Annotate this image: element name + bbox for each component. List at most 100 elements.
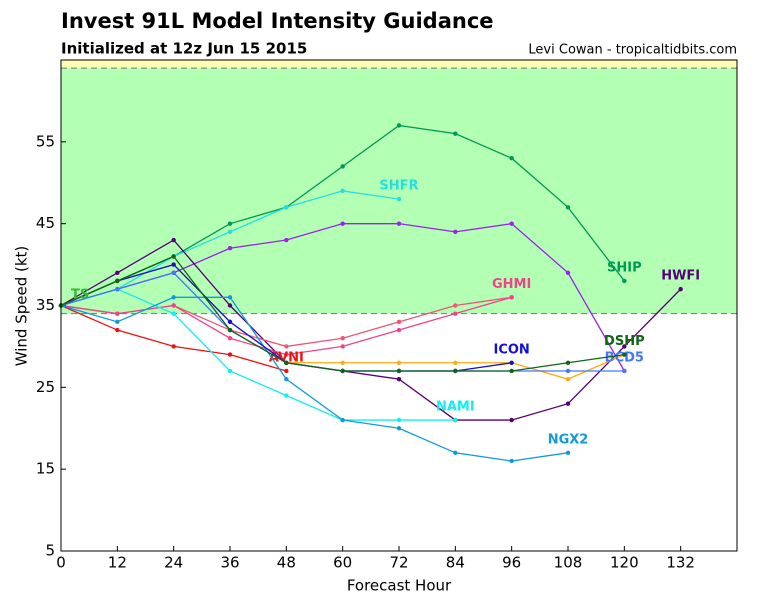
data-point [622,352,627,357]
series-label: NAMI [436,400,475,415]
chart-title: Invest 91L Model Intensity Guidance [61,9,494,33]
data-point [340,221,345,226]
data-point [340,368,345,374]
data-point [622,278,627,284]
shaded-band [61,60,737,69]
data-point [115,327,120,333]
y-tick-label: 25 [36,378,55,396]
data-point [340,188,345,194]
data-point [622,368,627,374]
y-axis-label: Wind Speed (kt) [13,246,31,367]
data-point [565,360,571,365]
data-point [227,352,233,357]
data-point [227,221,233,226]
data-point [453,229,458,235]
data-point [115,319,120,325]
data-point [284,352,289,357]
data-point [284,237,289,243]
data-point [171,311,176,316]
data-point [453,450,458,455]
data-point [396,327,402,333]
series-label: BCD5 [605,350,644,365]
series-label: GHMI [492,277,531,292]
data-point [284,360,289,365]
y-tick-label: 45 [36,214,55,232]
data-point [509,417,514,423]
series-label: ICON [494,342,530,357]
data-point [340,417,345,423]
series-label: SHFR [379,179,418,194]
data-point [565,368,571,374]
x-tick-label: 0 [56,554,66,572]
x-tick-label: 36 [220,554,239,572]
data-point [509,368,514,374]
x-tick-label: 24 [164,554,183,572]
data-point [171,344,176,349]
data-point [509,360,514,365]
data-point [284,376,289,382]
data-point [565,401,571,406]
series-label: HWFI [661,269,700,284]
x-tick-label: 96 [502,554,521,572]
data-point [284,344,289,349]
data-point [171,303,176,308]
x-tick-label: 60 [333,554,352,572]
data-point [622,344,627,349]
x-tick-label: 132 [666,554,695,572]
y-tick-label: 5 [45,542,55,560]
data-point [227,295,233,300]
data-point [453,368,458,374]
data-point [453,131,458,136]
data-point [171,295,176,300]
x-tick-label: 108 [554,554,583,572]
credit: Levi Cowan - tropicaltidbits.com [528,43,737,58]
data-point [115,311,120,316]
data-point [509,295,514,300]
data-point [284,393,289,398]
x-tick-label: 72 [389,554,408,572]
series-label: NGX2 [548,432,589,447]
data-point [453,303,458,308]
data-point [396,319,402,325]
data-point [340,336,345,341]
data-point [396,123,402,128]
data-point [396,426,402,431]
series-label: AVNI [269,350,304,365]
data-point [453,360,458,365]
data-point [340,164,345,169]
data-point [453,311,458,316]
series-line [60,239,682,421]
series-line [60,288,456,421]
data-point [678,286,683,292]
data-point [340,344,345,349]
data-point [565,205,571,210]
data-point [284,368,289,374]
x-tick-label: 48 [277,554,296,572]
data-point [227,327,233,333]
data-point [115,286,120,292]
data-point [227,368,233,374]
y-tick-label: 35 [36,296,55,314]
plot-frame [60,59,738,552]
data-point [396,221,402,226]
data-point [396,417,402,423]
data-point [171,270,176,275]
x-tick-label: 120 [610,554,639,572]
data-point [509,458,514,464]
data-point [396,196,402,202]
x-tick-label: 84 [446,554,465,572]
series-label: SHIP [607,260,642,275]
data-point [396,376,402,382]
data-point [227,319,233,325]
data-point [396,360,402,365]
y-tick-label: 55 [36,132,55,150]
data-point [284,205,289,210]
data-point [227,336,233,341]
chart-subtitle: Initialized at 12z Jun 15 2015 [61,40,307,58]
data-point [115,278,120,284]
annotation: TS [71,288,89,303]
data-point [171,262,176,267]
data-point [227,229,233,235]
data-point [565,270,571,275]
